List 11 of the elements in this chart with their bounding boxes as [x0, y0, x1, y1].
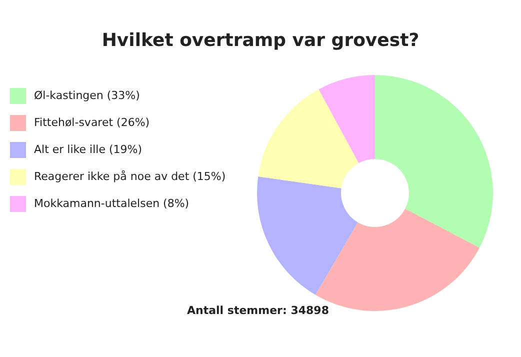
donut-slice — [257, 176, 358, 295]
legend-label: Øl-kastingen (33%) — [34, 89, 140, 102]
chart-title: Hvilket overtramp var grovest? — [100, 30, 420, 51]
donut-slice — [375, 75, 493, 248]
legend-label: Mokkamann-uttalelsen (8%) — [34, 197, 190, 210]
legend-label: Reagerer ikke på noe av det (15%) — [34, 170, 226, 183]
donut-slice — [258, 89, 359, 188]
legend-label: Alt er like ille (19%) — [34, 143, 142, 156]
donut-slice — [318, 75, 375, 164]
legend-label: Fittehøl-svaret (26%) — [34, 116, 150, 129]
text: Antall stemmer: 34898 — [186, 304, 330, 317]
